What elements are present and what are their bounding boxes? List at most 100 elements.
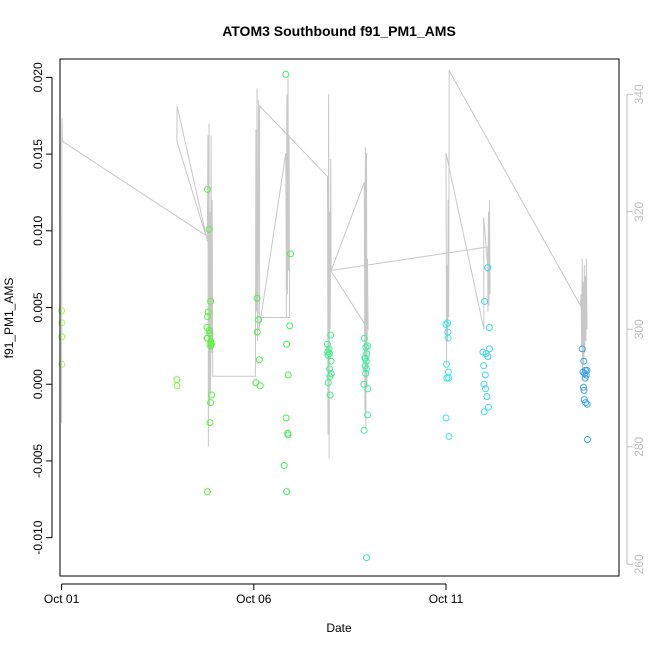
data-point xyxy=(581,370,589,377)
right-y-tick-label: 280 xyxy=(632,436,646,456)
data-point xyxy=(443,360,450,368)
data-point xyxy=(442,320,450,328)
data-point xyxy=(486,345,493,353)
data-point xyxy=(363,365,370,373)
data-point xyxy=(480,380,488,388)
data-point xyxy=(580,357,588,365)
data-point xyxy=(364,342,371,350)
data-point xyxy=(482,385,489,393)
data-point xyxy=(584,436,591,443)
data-point xyxy=(445,432,453,440)
data-point xyxy=(326,391,334,399)
data-point xyxy=(582,399,590,407)
data-point xyxy=(364,411,371,419)
data-point xyxy=(58,319,66,327)
data-point xyxy=(480,408,488,416)
data-point xyxy=(480,362,488,370)
data-point xyxy=(280,462,288,469)
data-point xyxy=(582,371,590,379)
right-y-tick-label: 340 xyxy=(632,84,646,104)
data-point xyxy=(444,334,452,342)
data-point xyxy=(583,400,591,408)
y-tick-label: 0.010 xyxy=(31,215,45,245)
data-point xyxy=(207,342,215,350)
data-point xyxy=(360,380,368,388)
data-point xyxy=(364,385,372,393)
data-point xyxy=(324,351,332,359)
data-point xyxy=(481,297,488,305)
data-point xyxy=(255,356,263,364)
data-point xyxy=(361,354,369,362)
data-point xyxy=(283,340,291,348)
y-tick-label: 0.020 xyxy=(31,62,45,92)
data-point xyxy=(205,327,213,334)
data-point xyxy=(204,313,212,321)
data-point xyxy=(326,365,334,373)
data-point xyxy=(360,334,368,342)
right-y-tick-label: 300 xyxy=(632,319,646,339)
data-point xyxy=(445,374,453,382)
x-axis: Oct 01 Oct 06 Oct 11 xyxy=(44,583,464,606)
data-point xyxy=(256,382,264,390)
chart-title: ATOM3 Southbound f91_PM1_AMS xyxy=(222,23,456,39)
data-point xyxy=(442,414,450,422)
data-point xyxy=(484,264,492,272)
data-point xyxy=(283,488,291,496)
y-tick-label: -0.005 xyxy=(31,444,45,478)
data-point xyxy=(286,322,294,330)
right-y-tick-label: 320 xyxy=(632,201,646,221)
data-point xyxy=(483,393,491,400)
data-point xyxy=(58,307,66,315)
x-axis-label: Date xyxy=(326,621,352,635)
right-axis-line-layer xyxy=(61,68,588,459)
data-point xyxy=(203,488,211,496)
data-point xyxy=(208,391,216,399)
y-tick-label: 0.015 xyxy=(31,139,45,169)
data-point xyxy=(173,382,181,390)
data-point xyxy=(363,350,371,358)
data-point xyxy=(484,353,492,361)
data-point xyxy=(253,294,261,302)
data-point xyxy=(580,386,588,394)
data-point xyxy=(485,403,492,411)
data-point xyxy=(362,357,370,365)
x-tick-label: Oct 06 xyxy=(236,592,272,606)
data-point xyxy=(578,345,586,353)
data-point xyxy=(287,250,295,258)
data-point xyxy=(203,185,211,193)
data-point xyxy=(363,554,370,562)
data-point xyxy=(207,399,215,407)
data-point xyxy=(444,319,452,327)
data-point xyxy=(360,426,368,434)
data-point xyxy=(253,328,261,336)
data-point xyxy=(284,371,292,379)
y-axis-label: f91_PM1_AMS xyxy=(2,278,16,359)
y-axis-left: -0.010 -0.005 0.000 0.005 0.010 0.015 0.020 xyxy=(31,62,53,555)
y-axis-right: 260 280 300 320 340 xyxy=(626,84,646,574)
data-point xyxy=(485,324,493,331)
data-point xyxy=(327,357,335,365)
data-point xyxy=(58,360,66,368)
data-point xyxy=(204,308,212,316)
data-point xyxy=(324,340,331,348)
data-point xyxy=(327,331,335,339)
scatter-point-layer xyxy=(58,70,591,562)
data-point xyxy=(581,374,589,382)
data-point xyxy=(282,414,290,422)
data-point xyxy=(324,379,332,387)
data-point xyxy=(443,374,451,382)
data-point xyxy=(284,431,292,439)
plot-frame xyxy=(59,58,620,577)
data-point xyxy=(206,419,214,427)
x-tick-label: Oct 11 xyxy=(429,592,464,606)
data-point xyxy=(282,70,290,78)
data-point xyxy=(324,348,332,356)
data-point xyxy=(327,370,335,377)
data-point xyxy=(205,225,213,233)
y-tick-label: -0.010 xyxy=(31,520,45,554)
y-tick-label: 0.005 xyxy=(31,292,45,322)
data-point xyxy=(58,333,66,341)
data-point xyxy=(362,370,370,377)
